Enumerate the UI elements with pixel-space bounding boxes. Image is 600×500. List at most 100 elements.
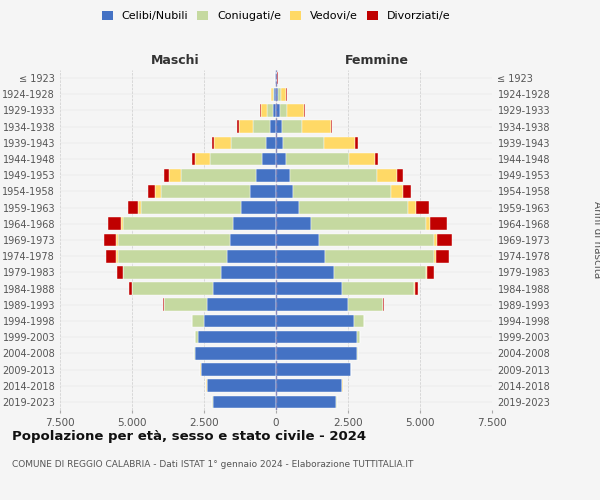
Bar [241, 202, 276, 214]
Bar [437, 234, 452, 246]
Bar [233, 218, 276, 230]
Bar [128, 202, 138, 214]
Bar [164, 169, 169, 181]
Bar [276, 266, 334, 278]
Bar [276, 314, 354, 328]
Bar [121, 218, 124, 230]
Bar [376, 152, 378, 166]
Bar [140, 202, 241, 214]
Bar [106, 250, 116, 262]
Bar [274, 88, 276, 101]
Bar [276, 185, 293, 198]
Bar [391, 185, 403, 198]
Bar [261, 104, 267, 117]
Bar [272, 104, 276, 117]
Bar [230, 234, 276, 246]
Bar [138, 202, 140, 214]
Bar [181, 169, 256, 181]
Bar [276, 169, 290, 181]
Bar [196, 152, 210, 166]
Bar [253, 120, 270, 133]
Bar [331, 120, 332, 133]
Bar [193, 314, 204, 328]
Bar [319, 234, 434, 246]
Bar [129, 282, 132, 295]
Bar [377, 169, 397, 181]
Bar [278, 88, 281, 101]
Bar [334, 266, 426, 278]
Bar [403, 185, 412, 198]
Bar [427, 266, 434, 278]
Bar [198, 331, 276, 344]
Bar [276, 88, 278, 101]
Bar [232, 136, 266, 149]
Bar [276, 202, 299, 214]
Text: Femmine: Femmine [345, 54, 409, 67]
Bar [196, 331, 198, 344]
Bar [290, 169, 377, 181]
Bar [221, 266, 276, 278]
Bar [256, 169, 276, 181]
Bar [271, 88, 273, 101]
Bar [415, 282, 418, 295]
Bar [207, 298, 276, 311]
Legend: Celibi/Nubili, Coniugati/e, Vedovi/e, Divorziati/e: Celibi/Nubili, Coniugati/e, Vedovi/e, Di… [101, 10, 451, 21]
Bar [148, 185, 155, 198]
Bar [356, 331, 359, 344]
Bar [311, 218, 426, 230]
Bar [210, 152, 262, 166]
Bar [262, 152, 276, 166]
Bar [118, 250, 227, 262]
Bar [304, 104, 305, 117]
Bar [276, 136, 283, 149]
Bar [276, 396, 337, 408]
Bar [104, 234, 116, 246]
Bar [354, 314, 364, 328]
Bar [214, 136, 232, 149]
Bar [273, 88, 274, 101]
Bar [356, 347, 358, 360]
Bar [118, 234, 230, 246]
Bar [155, 185, 161, 198]
Bar [169, 169, 181, 181]
Bar [276, 282, 342, 295]
Bar [124, 266, 221, 278]
Bar [409, 202, 416, 214]
Bar [434, 234, 437, 246]
Bar [282, 120, 302, 133]
Bar [276, 120, 282, 133]
Bar [108, 218, 121, 230]
Bar [355, 136, 358, 149]
Bar [116, 250, 118, 262]
Bar [276, 347, 356, 360]
Bar [194, 347, 196, 360]
Bar [237, 120, 239, 133]
Bar [204, 314, 276, 328]
Bar [201, 363, 276, 376]
Bar [276, 298, 348, 311]
Bar [349, 152, 376, 166]
Bar [348, 298, 383, 311]
Bar [276, 250, 325, 262]
Bar [434, 250, 436, 262]
Bar [397, 169, 403, 181]
Bar [212, 136, 214, 149]
Bar [416, 202, 428, 214]
Bar [302, 120, 331, 133]
Bar [196, 347, 276, 360]
Bar [260, 104, 261, 117]
Bar [323, 136, 355, 149]
Bar [325, 250, 434, 262]
Bar [164, 298, 207, 311]
Bar [239, 120, 253, 133]
Bar [281, 88, 286, 101]
Bar [227, 250, 276, 262]
Bar [212, 282, 276, 295]
Bar [280, 104, 287, 117]
Bar [270, 120, 276, 133]
Bar [276, 380, 342, 392]
Bar [276, 104, 280, 117]
Bar [299, 202, 409, 214]
Bar [276, 218, 311, 230]
Bar [212, 396, 276, 408]
